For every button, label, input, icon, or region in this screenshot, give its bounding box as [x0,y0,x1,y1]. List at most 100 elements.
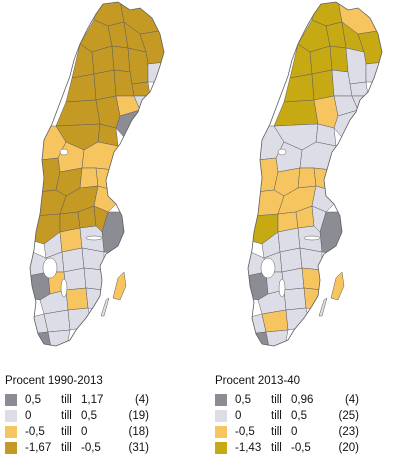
island-oland [100,297,110,317]
legend-row: -1,43 till -0,5 (20) [215,440,359,456]
lake-vattern [60,278,68,298]
legend-swatch-pale-orange [5,426,17,438]
legend-row: 0,5 till 1,17 (4) [5,392,149,408]
map-2013-40 [218,0,418,360]
region-m8 [79,167,99,189]
legend-till: till [271,442,282,454]
legend-count: (23) [338,426,359,438]
lake-siljan [277,148,287,156]
legend-to: 0 [291,426,298,438]
legend-swatch-light [5,410,17,422]
legend-to: -0,5 [291,442,311,454]
legend-from: 0,5 [235,394,251,406]
map-1990-2013 [0,0,200,360]
legend-1990-2013: Procent 1990-2013 0,5 till 1,17 (4) 0 ti… [5,373,149,456]
region-n18 [273,99,319,127]
lake-siljan [59,148,69,156]
region-s13 [43,309,71,333]
legend-count: (25) [338,410,359,422]
legend-swatch-grey [215,394,227,406]
region-s3 [279,247,303,273]
legend-title: Procent 2013-40 [215,375,301,387]
legend-till: till [61,426,72,438]
legend-swatch-light [215,410,227,422]
legend-to: 1,17 [81,394,104,406]
legend-count: (4) [134,394,149,406]
region-s13 [261,309,289,333]
lake-vanern [260,257,276,279]
lake-malaren [303,235,321,241]
legend-to: 0,96 [291,394,314,406]
region-m8 [297,167,317,189]
legend-from: 0 [235,410,242,422]
legend-title: Procent 1990-2013 [5,375,103,387]
island-gotland [330,271,345,301]
legend-from: 0 [25,410,32,422]
legend-2013-40: Procent 2013-40 0,5 till 0,96 (4) 0 till… [215,373,359,456]
legend-to: -0,5 [81,442,101,454]
region-s10 [283,287,307,311]
legend-till: till [61,394,72,406]
region-n11 [147,61,164,83]
legend-count: (20) [338,442,359,454]
legend-from: 0,5 [25,394,41,406]
lake-vattern [278,278,286,298]
region-n9 [111,45,131,73]
region-c7 [59,227,83,253]
legend-from: -1,43 [235,442,262,454]
region-n12 [283,73,315,103]
region-n15 [131,81,151,97]
sweden-outline [247,1,383,347]
legend-swatch-pale-orange [215,426,227,438]
region-s10 [65,287,89,311]
region-s4 [81,247,105,271]
legend-till: till [61,442,72,454]
lake-malaren [85,235,103,241]
region-n15 [349,81,369,97]
legend-till: till [271,394,282,406]
legend-swatch-dark-gold [5,442,17,454]
region-s3 [61,247,85,273]
legend-row: -1,67 till -0,5 (31) [5,440,149,456]
region-s14 [285,307,311,331]
legend-count: (18) [128,426,149,438]
legend-till: till [271,426,282,438]
sweden-choropleth-2013-40 [247,1,383,347]
legend-from: -1,67 [25,442,52,454]
legend-swatch-olive-gold [215,442,227,454]
legend-to: 0,5 [291,410,307,422]
island-oland [318,297,328,317]
legend-from: -0,5 [235,426,255,438]
region-n9 [329,45,349,73]
sweden-outline [29,1,165,347]
region-s7 [281,267,305,291]
region-s11 [303,287,323,311]
island-gotland [112,271,127,301]
legend-count: (31) [128,442,149,454]
legend-to: 0 [81,426,88,438]
legend-row: -0,5 till 0 (18) [5,424,149,440]
region-n12 [65,73,97,103]
region-s11 [85,287,105,311]
legend-count: (4) [344,394,359,406]
legend-row: 0 till 0,5 (25) [215,408,359,424]
region-s7 [63,267,87,291]
region-n11 [365,61,382,83]
legend-row: -0,5 till 0 (23) [215,424,359,440]
region-n13 [311,69,335,101]
legend-till: till [271,410,282,422]
region-c7 [277,227,301,253]
legend-to: 0,5 [81,410,97,422]
legend-count: (19) [128,410,149,422]
lake-vanern [42,257,58,279]
legend-row: 0,5 till 0,96 (4) [215,392,359,408]
sweden-choropleth-1990-2013 [29,1,165,347]
region-s4 [299,247,323,271]
region-n18 [55,99,101,127]
region-s14 [67,307,93,331]
legend-swatch-grey [5,394,17,406]
region-n13 [93,69,117,101]
legend-row: 0 till 0,5 (19) [5,408,149,424]
legend-from: -0,5 [25,426,45,438]
legend-till: till [61,410,72,422]
